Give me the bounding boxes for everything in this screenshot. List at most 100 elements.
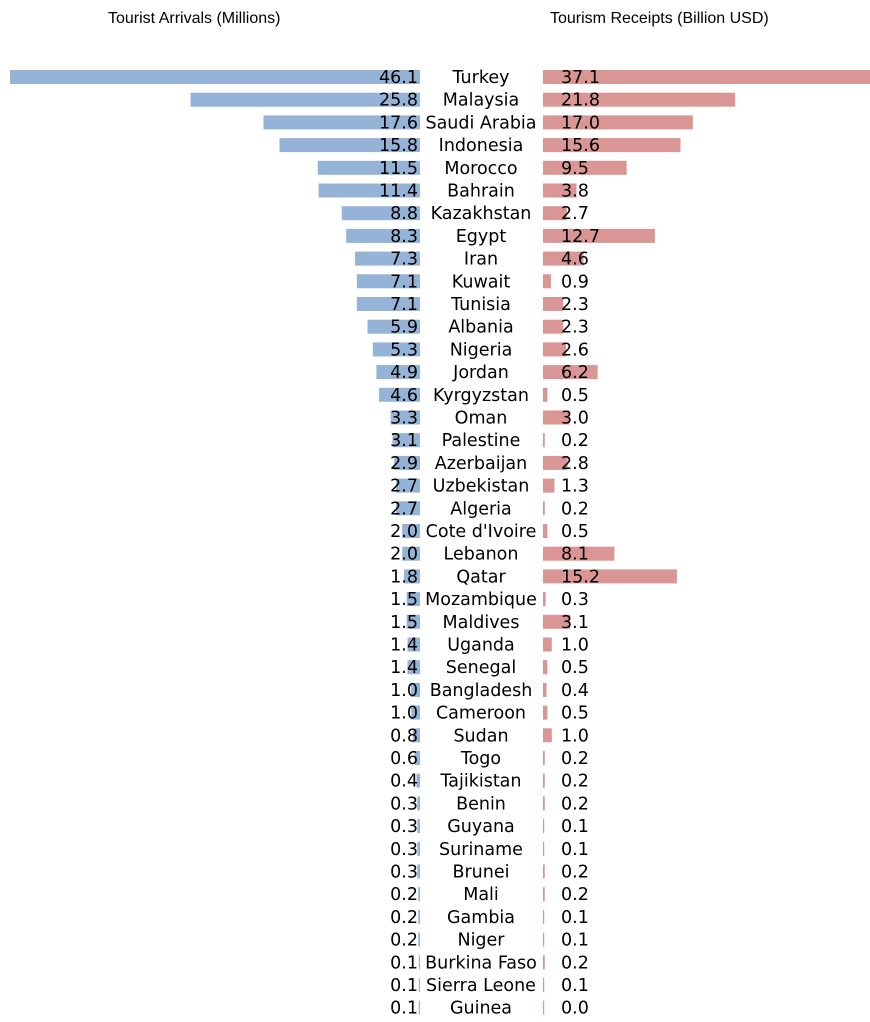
arrivals-bar — [418, 955, 420, 970]
arrivals-value-label: 2.7 — [390, 477, 418, 497]
arrivals-bar — [372, 342, 420, 357]
receipts-bar — [543, 183, 577, 198]
country-label: Sudan — [453, 726, 508, 746]
receipts-bar — [543, 955, 545, 970]
receipts-value-label: 0.5 — [561, 522, 589, 542]
arrivals-value-label: 1.5 — [390, 613, 418, 633]
country-label: Maldives — [443, 613, 520, 633]
arrivals-value-label: 1.0 — [390, 681, 418, 701]
arrivals-bar — [376, 365, 420, 380]
receipts-value-label: 0.9 — [561, 272, 589, 292]
receipts-value-label: 2.6 — [561, 340, 589, 360]
receipts-value-label: 1.0 — [561, 636, 589, 656]
country-label: Kazakhstan — [431, 204, 532, 224]
country-label: Qatar — [456, 567, 506, 587]
arrivals-value-label: 1.4 — [390, 658, 418, 678]
receipts-value-label: 6.2 — [561, 363, 589, 383]
receipts-value-label: 2.3 — [561, 295, 589, 315]
receipts-value-label: 2.3 — [561, 318, 589, 338]
country-label: Nigeria — [450, 340, 513, 360]
receipts-bar — [543, 614, 571, 629]
arrivals-value-label: 11.4 — [379, 182, 418, 202]
arrivals-bar — [394, 455, 420, 470]
country-label: Niger — [457, 931, 505, 951]
arrivals-bar — [417, 841, 420, 856]
country-label: Indonesia — [439, 136, 524, 156]
arrivals-bar — [402, 524, 420, 538]
arrivals-value-label: 7.1 — [390, 295, 418, 315]
receipts-value-label: 17.0 — [561, 113, 600, 133]
receipts-bar — [543, 433, 545, 448]
arrivals-bar — [355, 251, 420, 266]
receipts-bar — [543, 70, 870, 84]
arrivals-bar — [356, 274, 420, 289]
receipts-value-label: 15.6 — [561, 136, 600, 156]
receipts-bar — [543, 410, 570, 425]
arrivals-value-label: 5.9 — [390, 318, 418, 338]
arrivals-bar — [406, 592, 420, 607]
country-label: Albania — [448, 318, 513, 338]
arrivals-bar — [418, 909, 420, 924]
receipts-bar — [543, 546, 615, 561]
country-label: Guinea — [450, 999, 512, 1019]
arrivals-bar — [412, 728, 420, 743]
receipts-bar — [543, 251, 584, 266]
receipts-bar — [543, 228, 655, 243]
receipts-value-label: 0.2 — [561, 772, 589, 792]
country-label: Cameroon — [436, 704, 526, 724]
receipts-bar — [543, 796, 545, 811]
receipts-bar — [543, 705, 548, 720]
arrivals-value-label: 15.8 — [379, 136, 418, 156]
receipts-value-label: 9.5 — [561, 159, 589, 179]
receipts-bar — [543, 819, 545, 834]
receipts-value-label: 0.2 — [561, 885, 589, 905]
country-label: Uganda — [447, 636, 515, 656]
receipts-bar — [543, 909, 545, 924]
country-label: Mozambique — [425, 590, 537, 610]
arrivals-bar — [418, 1000, 420, 1015]
receipts-value-label: 15.2 — [561, 567, 600, 587]
arrivals-bar — [411, 682, 420, 697]
receipts-bar — [543, 978, 545, 992]
arrivals-value-label: 2.9 — [390, 454, 418, 474]
arrivals-bar — [407, 637, 420, 652]
receipts-value-label: 0.2 — [561, 431, 589, 451]
arrivals-bar — [417, 796, 420, 811]
receipts-bar — [543, 864, 545, 879]
receipts-bar — [543, 297, 564, 311]
left-panel-title: Tourist Arrivals (Millions) — [108, 10, 281, 27]
receipts-value-label: 0.4 — [561, 681, 589, 701]
arrivals-value-label: 0.3 — [390, 840, 418, 860]
arrivals-bar — [411, 705, 420, 720]
country-label: Turkey — [452, 68, 510, 88]
receipts-value-label: 0.1 — [561, 976, 589, 996]
receipts-bar — [543, 932, 545, 947]
country-label: Algeria — [450, 499, 512, 519]
country-label: Egypt — [456, 227, 507, 247]
receipts-value-label: 4.6 — [561, 250, 589, 270]
arrivals-value-label: 0.4 — [390, 772, 418, 792]
arrivals-value-label: 25.8 — [379, 91, 418, 111]
receipts-bar — [543, 841, 545, 856]
arrivals-value-label: 1.8 — [390, 567, 418, 587]
arrivals-bar — [402, 546, 420, 561]
arrivals-value-label: 4.9 — [390, 363, 418, 383]
country-label: Burkina Faso — [425, 953, 537, 973]
receipts-value-label: 1.0 — [561, 726, 589, 746]
receipts-bar — [543, 1000, 545, 1015]
receipts-value-label: 0.2 — [561, 749, 589, 769]
arrivals-value-label: 0.8 — [390, 726, 418, 746]
country-label: Oman — [455, 409, 508, 429]
arrivals-bar — [418, 887, 420, 902]
arrivals-bar — [263, 115, 420, 130]
country-label: Jordan — [452, 363, 509, 383]
arrivals-value-label: 1.5 — [390, 590, 418, 610]
arrivals-bar — [403, 569, 420, 584]
receipts-bar — [543, 455, 568, 470]
receipts-bar — [543, 478, 555, 493]
country-label: Brunei — [452, 863, 509, 883]
country-label: Palestine — [442, 431, 521, 451]
country-label: Lebanon — [444, 545, 519, 565]
receipts-bar — [543, 92, 736, 107]
